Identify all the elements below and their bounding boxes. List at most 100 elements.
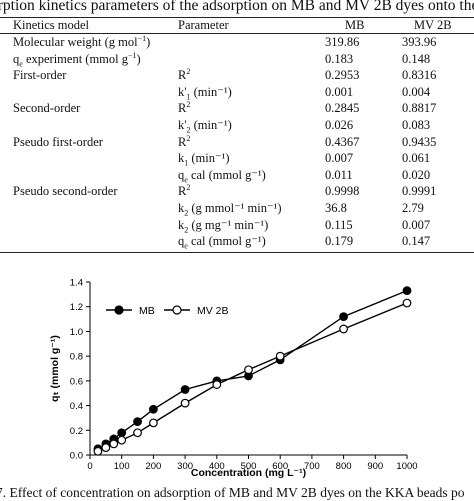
parameter-cell: R2 (178, 100, 190, 116)
parameter-unit: cal (mmol g⁻¹) (187, 234, 266, 249)
parameter-subscript: 2 (184, 225, 189, 235)
header-parameter: Parameter (178, 18, 229, 32)
parameter-supscript: 2 (186, 67, 191, 77)
parameter-unit: (min⁻¹) (188, 151, 230, 166)
data-point-mv2b (402, 298, 412, 308)
parameter-unit: (min⁻¹) (190, 84, 232, 99)
y-tick-label: 0.4 (70, 401, 83, 412)
parameter-supscript: 2 (186, 100, 191, 110)
data-point-mb (133, 417, 142, 427)
model-text: Molecular weight (g mol (13, 35, 138, 49)
parameter-cell: qe cal (mmol g⁻¹) (178, 167, 266, 185)
table-row: Pseudo first-order R2 0.4367 0.9435 (0, 134, 474, 150)
mb-value: 0.4367 (325, 134, 360, 149)
table-header-rule (0, 33, 474, 34)
data-point-mb (148, 404, 158, 414)
parameter-cell: R2 (178, 134, 190, 150)
mb-value: 0.115 (325, 217, 353, 232)
parameter-subscript: e (184, 175, 188, 185)
data-point-mb (402, 286, 412, 296)
x-tick-label: 700 (304, 461, 320, 472)
parameter-symbol: k' (178, 118, 187, 132)
model-superscript: −1 (128, 50, 137, 60)
parameter-symbol: R (178, 68, 187, 83)
data-point-mv2b (133, 428, 142, 438)
header-kinetics-model: Kinetics model (13, 18, 90, 32)
data-point-mv2b (180, 398, 190, 408)
parameter-subscript: 1 (184, 158, 189, 168)
mb-value: 0.2953 (325, 68, 360, 83)
table-row: qe experiment (mmol g−1) 0.183 0.148 (0, 50, 474, 69)
figure: 0.0 0.2 0.4 0.6 0.8 1.0 1.2 1.4 0 100 200 300 400 500… (0, 270, 474, 484)
model-text: q (13, 51, 20, 66)
table-row: k'1 (min⁻¹) 0.001 0.004 (0, 84, 474, 102)
parameter-cell: R2 (178, 67, 190, 83)
table-row: Molecular weight (g mol−1) 319.86 393.96 (0, 34, 474, 50)
parameter-subscript: e (184, 241, 188, 251)
y-tick-label: 1.0 (70, 327, 83, 338)
kinetics-model-cell: qe experiment (mmol g−1) (13, 50, 141, 69)
model-subscript: e (19, 59, 23, 69)
y-axis-label: qₜ (mmol g⁻¹) (49, 335, 61, 402)
x-tick-label: 200 (145, 461, 161, 472)
parameter-symbol: k (178, 201, 185, 215)
mb-value: 0.007 (325, 151, 354, 166)
mb-value: 0.179 (325, 234, 354, 249)
table-header-row: Kinetics model Parameter MB MV 2B (0, 17, 474, 33)
parameter-symbol: k (178, 151, 185, 166)
table-row: k1 (min⁻¹) 0.007 0.061 (0, 150, 474, 168)
legend-marker-mv2b (172, 305, 182, 315)
data-point-mv2b (275, 351, 285, 361)
parameter-cell: k1 (min⁻¹) (178, 150, 230, 168)
table-row: k2 (g mmol⁻¹ min⁻¹) 36.8 2.79 (0, 200, 474, 217)
table-top-rule (0, 17, 474, 18)
mv2b-value: 0.8316 (402, 68, 437, 83)
parameter-symbol: k (178, 217, 185, 232)
parameter-symbol: R (178, 101, 187, 116)
model-text: Pseudo second-order (13, 184, 118, 199)
y-tick-label: 0.2 (70, 426, 83, 437)
table-row: Pseudo second-order R2 0.9998 0.9991 (0, 183, 474, 199)
parameter-unit: (min⁻¹) (190, 118, 232, 132)
x-tick-label: 0 (87, 461, 92, 472)
table-row: Second-order R2 0.2845 0.8817 (0, 100, 474, 116)
mv2b-value: 393.96 (402, 35, 437, 49)
parameter-subscript: 1 (186, 92, 191, 102)
parameter-symbol: R (178, 184, 187, 199)
data-point-mv2b (148, 418, 158, 428)
parameter-supscript: 2 (186, 133, 191, 143)
mv2b-value: 0.148 (402, 51, 431, 66)
x-tick-label: 600 (272, 461, 288, 472)
parameter-subscript: 2 (186, 125, 191, 135)
parameter-cell: k2 (g mmol⁻¹ min⁻¹) (178, 200, 282, 217)
mb-value: 0.2845 (325, 101, 360, 116)
parameter-symbol: R (178, 134, 187, 149)
x-tick-label: 400 (209, 461, 225, 472)
parameter-cell: k'2 (min⁻¹) (178, 117, 232, 135)
parameter-unit: cal (mmol g⁻¹) (187, 167, 266, 182)
table-caption: orption kinetics parameters of the adsor… (0, 0, 474, 16)
mb-value: 0.026 (325, 118, 354, 132)
kinetics-model-cell: Molecular weight (g mol−1) (13, 34, 150, 50)
parameter-symbol: q (178, 167, 185, 182)
table-row: k'2 (min⁻¹) 0.026 0.083 (0, 117, 474, 135)
x-tick-label: 900 (367, 461, 383, 472)
parameter-unit: (g mg⁻¹ min⁻¹) (188, 217, 269, 232)
mv2b-value: 0.083 (402, 118, 431, 132)
parameter-symbol: q (178, 234, 185, 249)
mv2b-value: 0.9991 (402, 184, 437, 199)
mv2b-value: 0.8817 (402, 101, 437, 116)
mb-value: 0.001 (325, 84, 354, 99)
mv2b-value: 0.007 (402, 217, 431, 232)
legend-label-mv2b: MV 2B (197, 305, 229, 317)
table-row: qe cal (mmol g⁻¹) 0.011 0.020 (0, 167, 474, 185)
kinetics-model-cell: Second-order (13, 100, 80, 116)
table-bottom-rule (0, 252, 474, 253)
y-tick-label: 1.2 (70, 302, 83, 313)
data-point-mb (117, 428, 127, 438)
parameter-cell: R2 (178, 183, 190, 199)
parameter-cell: k2 (g mg⁻¹ min⁻¹) (178, 217, 269, 235)
mb-value: 0.9998 (325, 184, 360, 199)
data-point-mv2b (93, 446, 103, 456)
model-text: First-order (13, 68, 67, 83)
